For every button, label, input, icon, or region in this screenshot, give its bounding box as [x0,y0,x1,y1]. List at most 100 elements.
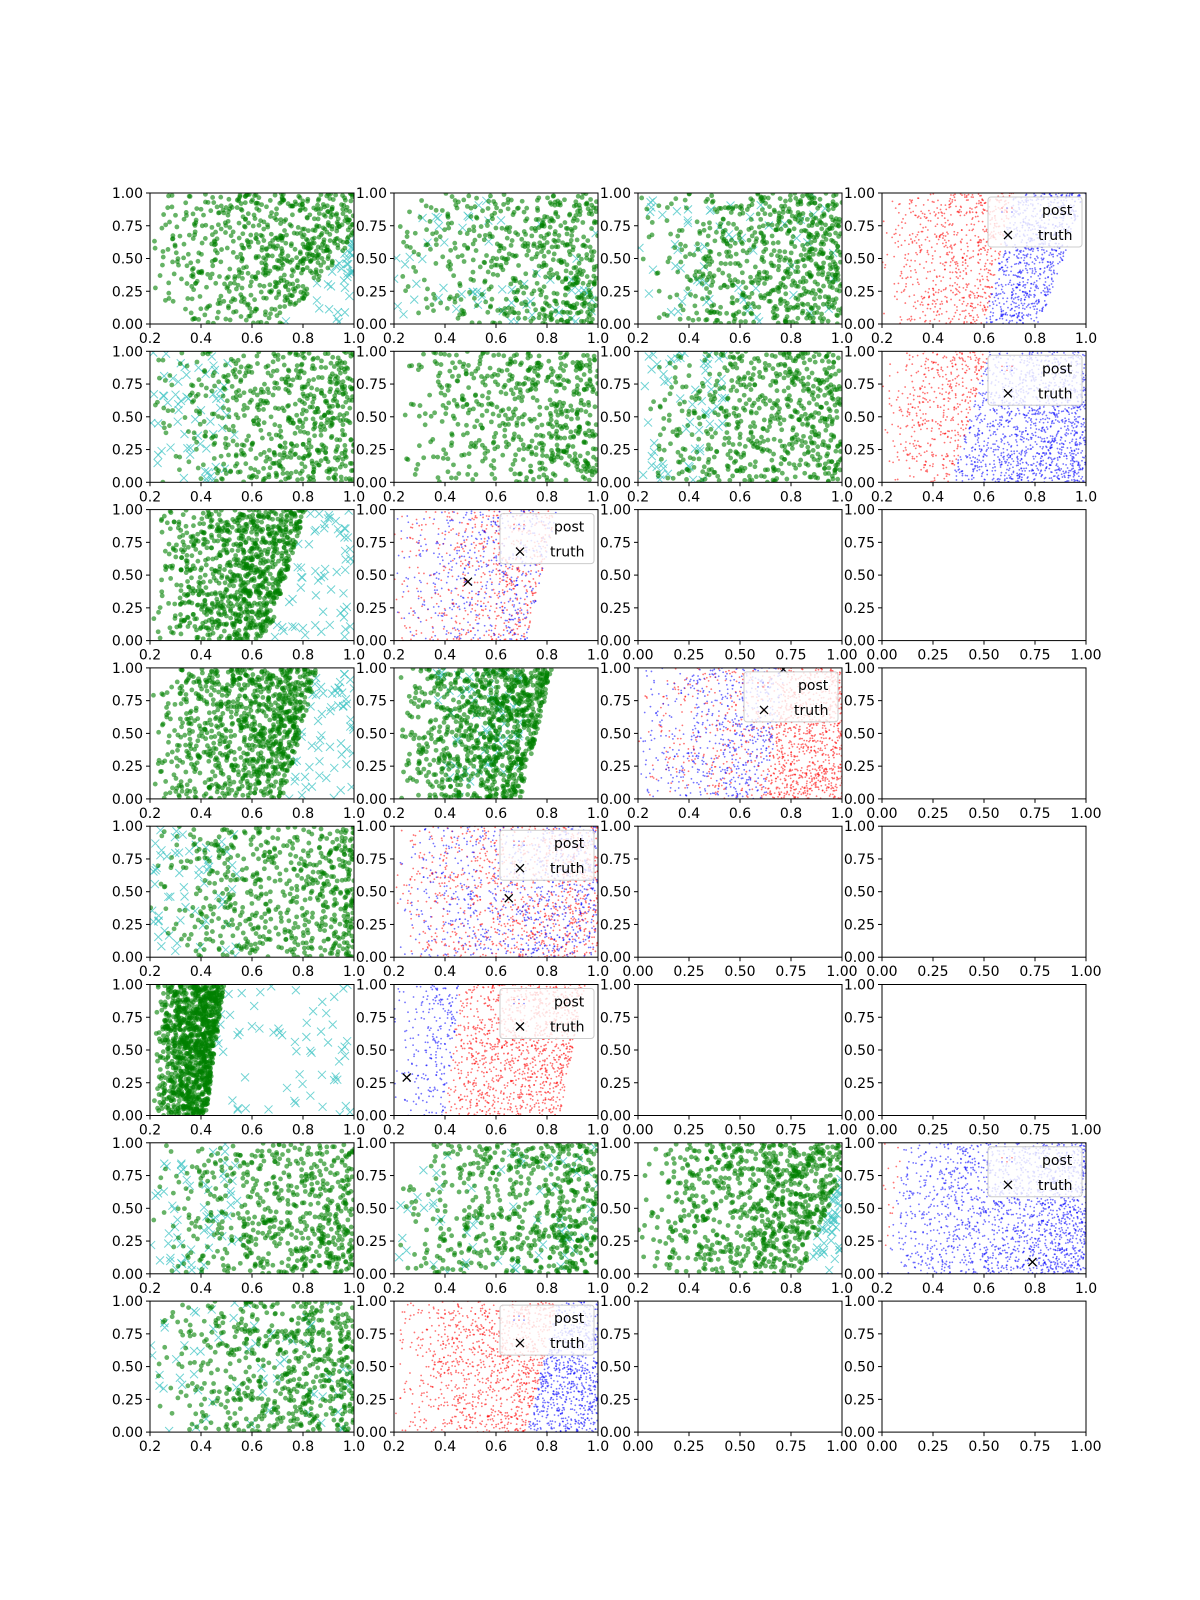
post-point-red [910,259,913,262]
sample-point [235,282,241,288]
post-point-red [977,262,980,265]
sample-point [541,284,547,290]
post-point-red [974,215,977,218]
sample-point [220,393,226,399]
sample-point [726,221,731,226]
sample-point [726,273,732,279]
post-point-red [925,260,928,263]
sample-point [298,207,303,213]
sample-point [320,202,326,207]
post-point-red [954,281,956,284]
post-point-blue [1049,291,1052,294]
post-point-blue [1001,315,1004,318]
sample-point [761,295,767,301]
sample-point [272,215,278,221]
sample-point [580,280,586,286]
sample-point [723,238,729,244]
post-point-red [901,277,904,280]
sample-point [707,220,712,226]
post-point-red [954,287,957,290]
truth-cross [386,195,394,203]
sample-point [172,242,178,248]
sample-point [586,211,592,217]
post-point-blue [1036,257,1039,259]
sample-point [506,251,512,257]
sample-point [461,397,467,403]
sample-point [236,273,241,279]
sample-point [677,316,683,322]
sample-point [211,370,217,375]
sample-point [237,393,243,399]
sample-point [315,260,321,265]
sample-point [318,458,324,464]
post-point-blue [1041,253,1044,256]
sample-point [639,195,645,201]
truth-cross [391,190,399,198]
truth-cross [694,425,704,435]
sample-point [534,425,540,430]
sample-point [306,378,312,383]
sample-point [223,205,229,210]
sample-point [543,274,548,280]
sample-point [471,375,477,381]
post-point-red [935,235,938,237]
sample-point [503,296,509,302]
post-point-blue [1046,287,1049,290]
sample-point [649,220,655,225]
sample-point [691,252,697,258]
sample-point [170,233,176,239]
sample-point [578,377,584,383]
post-point-blue [1019,261,1022,264]
post-point-red [897,240,900,243]
truth-cross [659,463,668,473]
post-point-red [891,236,894,239]
post-point-red [896,298,898,301]
post-point-blue [1020,256,1023,259]
sample-point [296,455,302,461]
sample-point [259,435,265,441]
sample-point [678,241,683,247]
sample-point [580,474,586,480]
post-point-blue [1002,309,1005,312]
sample-point [325,254,331,259]
sample-point [550,257,556,263]
sample-point [252,216,258,221]
post-point-blue [1042,257,1045,260]
sample-point [737,235,742,241]
sample-point [588,197,593,202]
sample-point [737,205,743,210]
post-point-blue [1014,306,1017,308]
sample-point [245,301,251,307]
axis-ticks: 0.2 0.4 0.6 0.8 1.00.000.250.500.751.00 [356,344,609,505]
sample-point [223,230,228,235]
post-point-blue [996,294,999,296]
post-point-red [978,199,980,202]
sample-point [519,236,525,242]
post-point-red [900,244,903,247]
sample-point [810,320,816,324]
sample-point [305,198,310,204]
sample-point [474,303,480,308]
sample-point [268,214,273,219]
sample-point [161,212,167,217]
sample-point [769,222,775,228]
sample-point [484,253,489,258]
sample-point [463,368,469,374]
sample-point [226,452,231,458]
sample-point [540,465,546,471]
y-tick-label: 0.75 [112,377,143,393]
sample-point [712,238,718,244]
sample-point [433,242,439,248]
sample-point [305,381,311,387]
sample-point [477,233,482,239]
sample-point [194,408,199,414]
sample-point [476,401,482,407]
sample-point [285,403,290,409]
sample-point [322,226,328,232]
sample-point [238,299,244,304]
sample-point [557,365,563,371]
post-point-red [965,304,968,307]
sample-point [523,271,529,277]
sample-point [443,411,449,417]
sample-point [306,478,312,483]
